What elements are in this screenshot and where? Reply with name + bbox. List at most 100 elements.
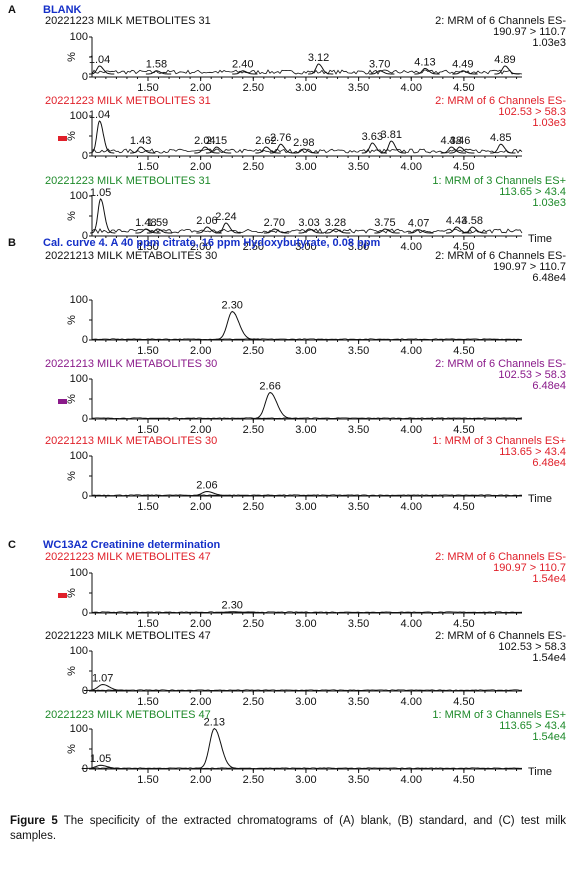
- peak-label: 4.13: [414, 56, 435, 68]
- x-tick-label: 3.50: [348, 161, 369, 173]
- peak-label: 3.81: [381, 129, 402, 141]
- peak-label: 1.43: [130, 135, 151, 147]
- peak-label: 4.38: [441, 135, 462, 147]
- sample-name: 20221223 MILK METBOLITES 31: [45, 15, 211, 27]
- peak-label: 3.75: [374, 217, 395, 229]
- x-tick-label: 4.00: [401, 501, 422, 513]
- x-tick-label: 3.50: [348, 82, 369, 94]
- x-tick-label: 2.50: [243, 774, 264, 786]
- sample-name: 20221223 MILK METBOLITES 47: [45, 709, 211, 721]
- x-tick-label: 4.50: [453, 345, 474, 357]
- peak-label: 1.58: [146, 59, 167, 71]
- caption-label: Figure 5: [10, 815, 58, 827]
- x-tick-label: 3.00: [295, 424, 316, 436]
- transition: 190.97 > 110.7: [493, 26, 566, 38]
- intensity: 1.54e4: [532, 573, 566, 585]
- peak: [452, 70, 478, 75]
- y-label: %: [66, 211, 78, 221]
- sample-name: 20221223 MILK METBOLITES 47: [45, 630, 211, 642]
- y-top: 100: [70, 31, 88, 43]
- y-label: %: [66, 588, 78, 598]
- peak-label: 2.30: [222, 299, 243, 311]
- x-tick-label: 3.00: [295, 345, 316, 357]
- peak: [232, 70, 258, 75]
- peak: [146, 228, 173, 234]
- x-tick-label: 2.00: [190, 424, 211, 436]
- peak: [205, 146, 232, 154]
- peak: [408, 229, 434, 234]
- intensity: 1.54e4: [532, 652, 566, 664]
- y-bottom: 0: [82, 230, 88, 242]
- y-label: %: [66, 131, 78, 141]
- y-label: %: [66, 471, 78, 481]
- peak-label: 2.66: [259, 380, 280, 392]
- peak-label: 4.89: [494, 54, 515, 66]
- x-tick-label: 4.00: [401, 345, 422, 357]
- trace-baseline: [91, 228, 523, 234]
- peak: [380, 140, 406, 154]
- peak: [83, 683, 130, 691]
- peak-label: 2.30: [222, 600, 243, 612]
- peak: [461, 226, 488, 234]
- x-tick-label: 3.50: [348, 424, 369, 436]
- peak-label: 2.24: [215, 211, 236, 223]
- x-tick-label: 2.00: [190, 501, 211, 513]
- peak-label: 2.40: [232, 59, 253, 71]
- transition: 190.97 > 110.7: [493, 261, 566, 273]
- x-tick-label: 4.00: [401, 424, 422, 436]
- peak: [270, 143, 296, 154]
- y-label: %: [66, 315, 78, 325]
- sample-name: 20221213 MILK METABOLITES 30: [45, 435, 217, 447]
- x-tick-label: 2.50: [243, 345, 264, 357]
- y-label: %: [66, 744, 78, 754]
- peak: [215, 222, 241, 234]
- channel: 2: MRM of 6 Channels ES-: [435, 250, 566, 262]
- peak-label: 2.76: [270, 132, 291, 144]
- sample-name: 20221223 MILK METBOLITES 31: [45, 175, 211, 187]
- peak-label: 1.04: [89, 54, 110, 66]
- transition: 102.53 > 58.3: [498, 106, 566, 118]
- x-tick-label: 3.00: [295, 82, 316, 94]
- peak: [440, 146, 466, 154]
- x-tick-label: 2.50: [243, 424, 264, 436]
- y-label: %: [66, 52, 78, 62]
- peak: [130, 146, 156, 154]
- peak: [449, 146, 475, 154]
- x-tick-label: 2.50: [243, 82, 264, 94]
- peak-label: 2.13: [204, 716, 225, 728]
- peak-label: 4.43: [446, 215, 467, 227]
- x-tick-label: 3.00: [295, 774, 316, 786]
- y-label: %: [66, 394, 78, 404]
- x-tick-label: 4.50: [453, 696, 474, 708]
- transition: 113.65 > 43.4: [499, 720, 566, 732]
- x-tick-label: 3.50: [348, 774, 369, 786]
- x-tick-label: 1.50: [137, 774, 158, 786]
- x-tick-label: 4.00: [401, 774, 422, 786]
- peak-label: 4.49: [452, 59, 473, 71]
- panel-letter: C: [8, 539, 16, 551]
- x-tick-label: 1.50: [137, 501, 158, 513]
- y-top: 100: [70, 645, 88, 657]
- intensity: 1.03e3: [532, 37, 566, 49]
- trace-baseline: [91, 689, 523, 691]
- y-bottom: 0: [82, 607, 88, 619]
- x-tick-label: 3.00: [295, 696, 316, 708]
- x-tick-label: 4.50: [453, 618, 474, 630]
- x-tick-label: 4.50: [453, 161, 474, 173]
- peak-label: 2.62: [255, 135, 276, 147]
- x-tick-label: 2.00: [190, 345, 211, 357]
- peak: [195, 727, 241, 769]
- peak-label: 4.46: [449, 135, 470, 147]
- x-tick-label: 1.50: [137, 345, 158, 357]
- x-tick-label: 3.00: [295, 161, 316, 173]
- intensity: 6.48e4: [532, 272, 566, 284]
- channel: 2: MRM of 6 Channels ES-: [435, 551, 566, 563]
- channel: 2: MRM of 6 Channels ES-: [435, 358, 566, 370]
- x-tick-label: 2.50: [243, 161, 264, 173]
- peak: [490, 143, 516, 154]
- x-tick-label: 3.00: [295, 501, 316, 513]
- peak: [414, 67, 440, 75]
- x-tick-label: 2.00: [190, 241, 211, 253]
- peak: [369, 70, 395, 75]
- y-top: 100: [70, 450, 88, 462]
